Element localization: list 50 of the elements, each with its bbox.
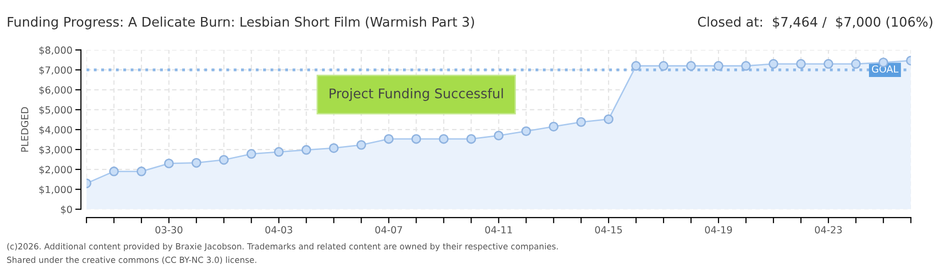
point <box>219 155 229 165</box>
point <box>384 134 394 144</box>
point <box>192 158 202 168</box>
point <box>109 166 119 176</box>
point <box>328 143 339 153</box>
y-tick-label: $1,000 <box>39 186 72 194</box>
x-tick-label: 04-19 <box>705 226 732 234</box>
point <box>521 126 532 136</box>
point <box>494 130 504 140</box>
point <box>548 122 558 132</box>
chart-title: Funding Progress: A Delicate Burn: Lesbian Short Film (Warmish Part 3) <box>8 16 474 30</box>
point <box>438 134 449 144</box>
point <box>356 140 366 150</box>
point <box>686 61 696 71</box>
y-tick-label: $7,000 <box>39 66 72 75</box>
x-tick-label: 04-03 <box>265 226 292 234</box>
text: Shared under the creative commons (CC BY-NC 3.0) license. <box>7 256 256 264</box>
point <box>411 134 422 144</box>
point <box>466 134 476 144</box>
y-tick-label: $8,000 <box>39 46 72 56</box>
y-axis-title: PLEDGED <box>21 107 28 152</box>
x-tick-label: 04-23 <box>814 226 842 234</box>
x-tick-label: 04-15 <box>595 226 622 234</box>
point <box>604 114 614 124</box>
point <box>136 166 146 176</box>
point <box>301 145 312 155</box>
y-tick-label: $5,000 <box>39 106 72 115</box>
point <box>714 61 724 71</box>
x-tick-label: 03-30 <box>155 226 182 234</box>
y-tick-label: $6,000 <box>39 86 72 95</box>
point <box>824 59 834 69</box>
chart-subtitle: Closed at: $7,464 / $7,000 (106%) <box>698 16 932 29</box>
point <box>658 61 668 71</box>
x-tick-label: 04-11 <box>485 226 512 234</box>
point <box>576 117 586 127</box>
point <box>274 147 284 157</box>
y-tick-label: $0 <box>61 206 72 214</box>
y-tick-label: $2,000 <box>39 166 72 175</box>
point <box>631 61 641 71</box>
point <box>164 158 174 168</box>
text: (c)2026. Additional content provided by Braxie Jacobson. Trademarks and related content are owned by their respective companies. <box>7 243 558 252</box>
annotation: Project Funding Successful <box>330 88 503 101</box>
point <box>768 59 778 69</box>
y-tick-label: $4,000 <box>39 126 72 135</box>
point <box>246 149 256 159</box>
y-tick-label: $3,000 <box>39 146 72 155</box>
point <box>851 59 861 69</box>
point <box>741 61 751 71</box>
point <box>796 59 806 69</box>
x-tick-label: 04-07 <box>375 226 402 234</box>
